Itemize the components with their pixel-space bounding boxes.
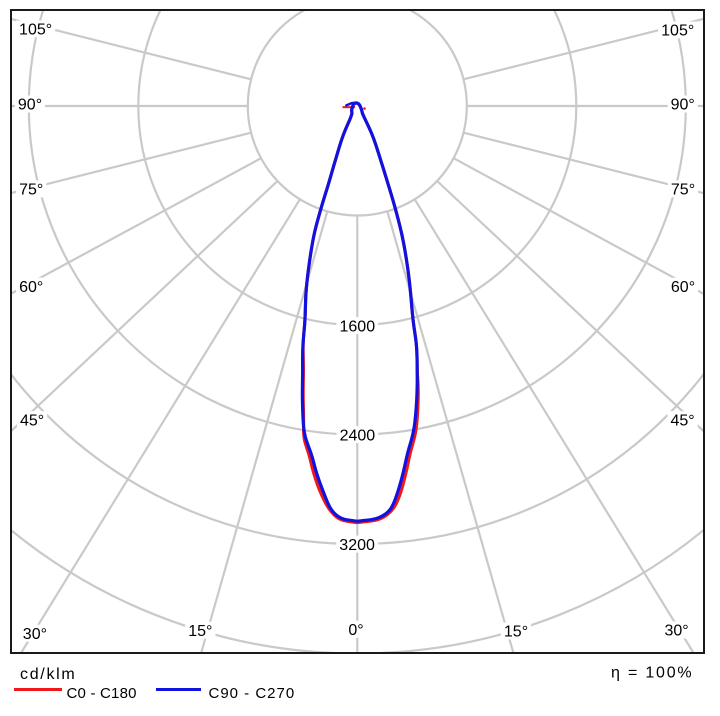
svg-text:2400: 2400 <box>340 427 376 444</box>
svg-text:η = 100%: η = 100% <box>611 665 693 682</box>
svg-text:0°: 0° <box>348 622 363 639</box>
svg-text:45°: 45° <box>670 412 694 429</box>
svg-text:105°: 105° <box>661 23 694 40</box>
svg-text:3200: 3200 <box>339 537 375 554</box>
svg-text:30°: 30° <box>23 626 47 643</box>
svg-text:60°: 60° <box>19 279 43 296</box>
svg-text:105°: 105° <box>19 22 52 39</box>
svg-text:cd/klm: cd/klm <box>20 666 76 683</box>
svg-text:15°: 15° <box>188 623 212 640</box>
svg-text:60°: 60° <box>671 279 695 296</box>
svg-text:C0 - C180: C0 - C180 <box>67 685 137 702</box>
svg-text:90°: 90° <box>671 97 695 114</box>
svg-text:75°: 75° <box>671 182 695 199</box>
svg-text:75°: 75° <box>19 182 43 199</box>
svg-text:C90 - C270: C90 - C270 <box>209 685 296 702</box>
svg-text:15°: 15° <box>504 624 528 641</box>
svg-text:90°: 90° <box>18 97 42 114</box>
svg-text:1600: 1600 <box>340 318 376 335</box>
svg-text:30°: 30° <box>664 623 688 640</box>
svg-text:45°: 45° <box>20 412 44 429</box>
